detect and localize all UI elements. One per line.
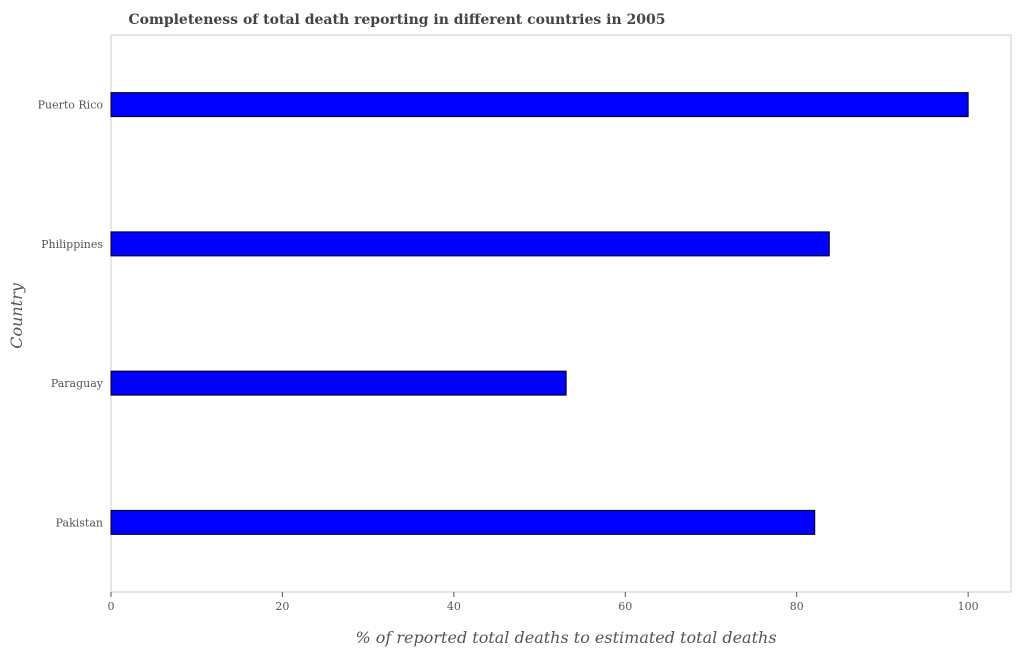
bars-group — [110, 92, 969, 535]
bar-philippines — [110, 231, 830, 257]
x-tick-label: 20 — [275, 600, 289, 613]
y-tick-label: Philippines — [41, 238, 103, 251]
x-tick-label: 60 — [618, 600, 632, 613]
x-axis-title: % of reported total deaths to estimated … — [355, 628, 776, 647]
y-tick-label: Paraguay — [51, 377, 104, 390]
bar-puerto-rico — [110, 92, 969, 118]
y-tick-label: Pakistan — [56, 516, 103, 529]
y-axis-title: Country — [7, 282, 26, 349]
chart-title: Completeness of total death reporting in… — [129, 12, 666, 28]
x-tick-labels: 0 20 40 60 80 100 — [108, 592, 979, 613]
y-tick-labels: Pakistan Paraguay Philippines Puerto Rico — [38, 99, 104, 530]
y-tick-label: Puerto Rico — [38, 99, 104, 112]
x-tick-label: 0 — [108, 600, 115, 613]
bar-pakistan — [110, 509, 816, 535]
x-tick-label: 40 — [447, 600, 461, 613]
x-tick-label: 100 — [958, 600, 979, 613]
plot-area — [110, 34, 1012, 593]
bar-paraguay — [110, 370, 567, 396]
x-tick-label: 80 — [790, 600, 804, 613]
